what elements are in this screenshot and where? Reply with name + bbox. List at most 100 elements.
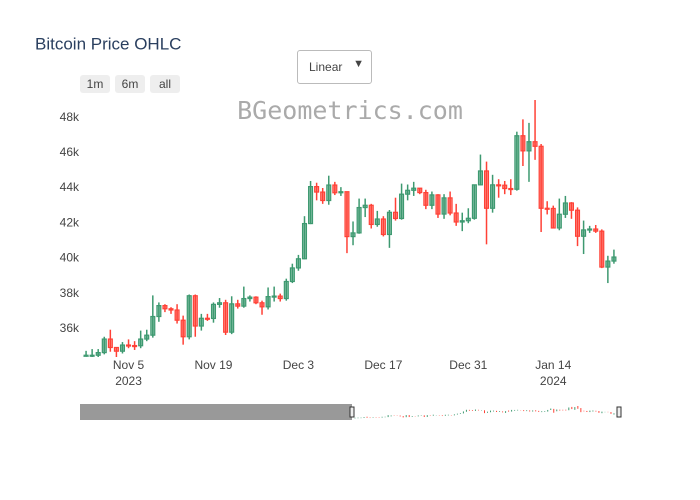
candle-body [83,354,89,357]
candle-body [574,209,581,237]
candle-body [271,295,277,298]
candle-body [314,186,320,193]
candle-body [283,280,289,300]
candle-body [593,228,599,232]
candle-body [502,184,508,190]
candle-body [386,211,392,236]
candle-body [587,228,593,231]
candle-body [441,197,447,215]
range-button[interactable]: all [150,75,180,93]
x-tick-label: Dec 31 [449,358,487,372]
candle-body [544,207,550,210]
candle-body [611,256,617,262]
y-tick-label: 44k [60,180,80,194]
candle-body [459,220,465,223]
candle-body [125,344,132,347]
candle-body [101,338,107,354]
candle-body [380,218,386,236]
candle-body [168,308,174,311]
x-tick-year: 2024 [540,374,567,388]
chart-title: Bitcoin Price OHLC [35,34,181,53]
candle-body [301,222,308,260]
candle-body [338,191,344,194]
candle-body [113,346,119,352]
candle-body [465,217,471,222]
candle-body [138,338,144,347]
candle-body [326,184,332,202]
y-tick-label: 46k [60,145,80,159]
x-tick-label: Nov 19 [194,358,232,372]
y-tick-label: 36k [60,321,80,335]
candle-body [156,305,162,318]
x-tick-label: Dec 3 [283,358,315,372]
candle-body [344,191,350,238]
candle-body [362,204,368,209]
candle-body [368,204,374,226]
candle-body [265,296,271,308]
candle-body [483,170,490,209]
candle-body [253,296,259,304]
candle-body [223,302,229,333]
candle-body [241,297,247,307]
watermark: BGeometrics.com [237,96,463,125]
candle-body [568,202,575,211]
candle-body [508,187,514,191]
x-tick-year: 2023 [115,374,142,388]
x-tick-label: Nov 5 [113,358,145,372]
candle-body [247,296,253,300]
candle-body [471,184,477,219]
candle-body [532,141,538,147]
candle-body [550,207,556,229]
candle-body [538,145,544,209]
candle-body [356,206,362,234]
candle-body [477,170,483,186]
plot-area [83,100,617,357]
candle-body [132,344,138,348]
candle-body [210,303,217,320]
slider-handle[interactable] [349,406,355,418]
range-slider[interactable] [354,406,618,419]
candle-body [435,194,441,215]
candle-body [411,187,417,191]
dropdown-arrow: ▼ [353,58,364,70]
candle-body [490,184,496,209]
y-tick-label: 42k [60,215,80,229]
candle-body [259,302,265,308]
candle-body [235,303,241,307]
candle-body [453,212,459,223]
candle-body [429,194,435,206]
candle-body [162,305,168,310]
candle-body [556,213,562,229]
candle-body [405,189,411,195]
slider-handle[interactable] [616,406,622,418]
x-tick-label: Jan 14 [535,358,571,372]
candle-body [447,197,453,214]
dropdown-label: Linear [309,60,343,74]
y-tick-label: 40k [60,251,80,265]
candle-body [562,202,568,215]
range-button[interactable]: 1m [80,75,110,93]
slider-mask [80,404,352,420]
candle-body [514,135,520,190]
candle-body [192,295,198,327]
candle-body [174,309,180,321]
candle-body [332,184,338,194]
candle-body [526,141,532,152]
candle-body [599,230,605,268]
range-button[interactable]: 6m [115,75,145,93]
candle-body [289,267,295,283]
candle-body [374,218,380,226]
candle-body [308,186,314,225]
y-tick-label: 38k [60,286,80,300]
candle-body [423,191,429,206]
candle-body [119,344,126,352]
x-tick-label: Dec 17 [364,358,402,372]
candle-body [581,229,587,237]
candle-body [417,187,423,194]
candle-body [320,191,326,202]
candle-body [107,338,113,349]
scale-dropdown[interactable]: Linear ▼ [297,50,372,84]
candle-body [605,260,611,268]
candle-body [204,317,210,320]
